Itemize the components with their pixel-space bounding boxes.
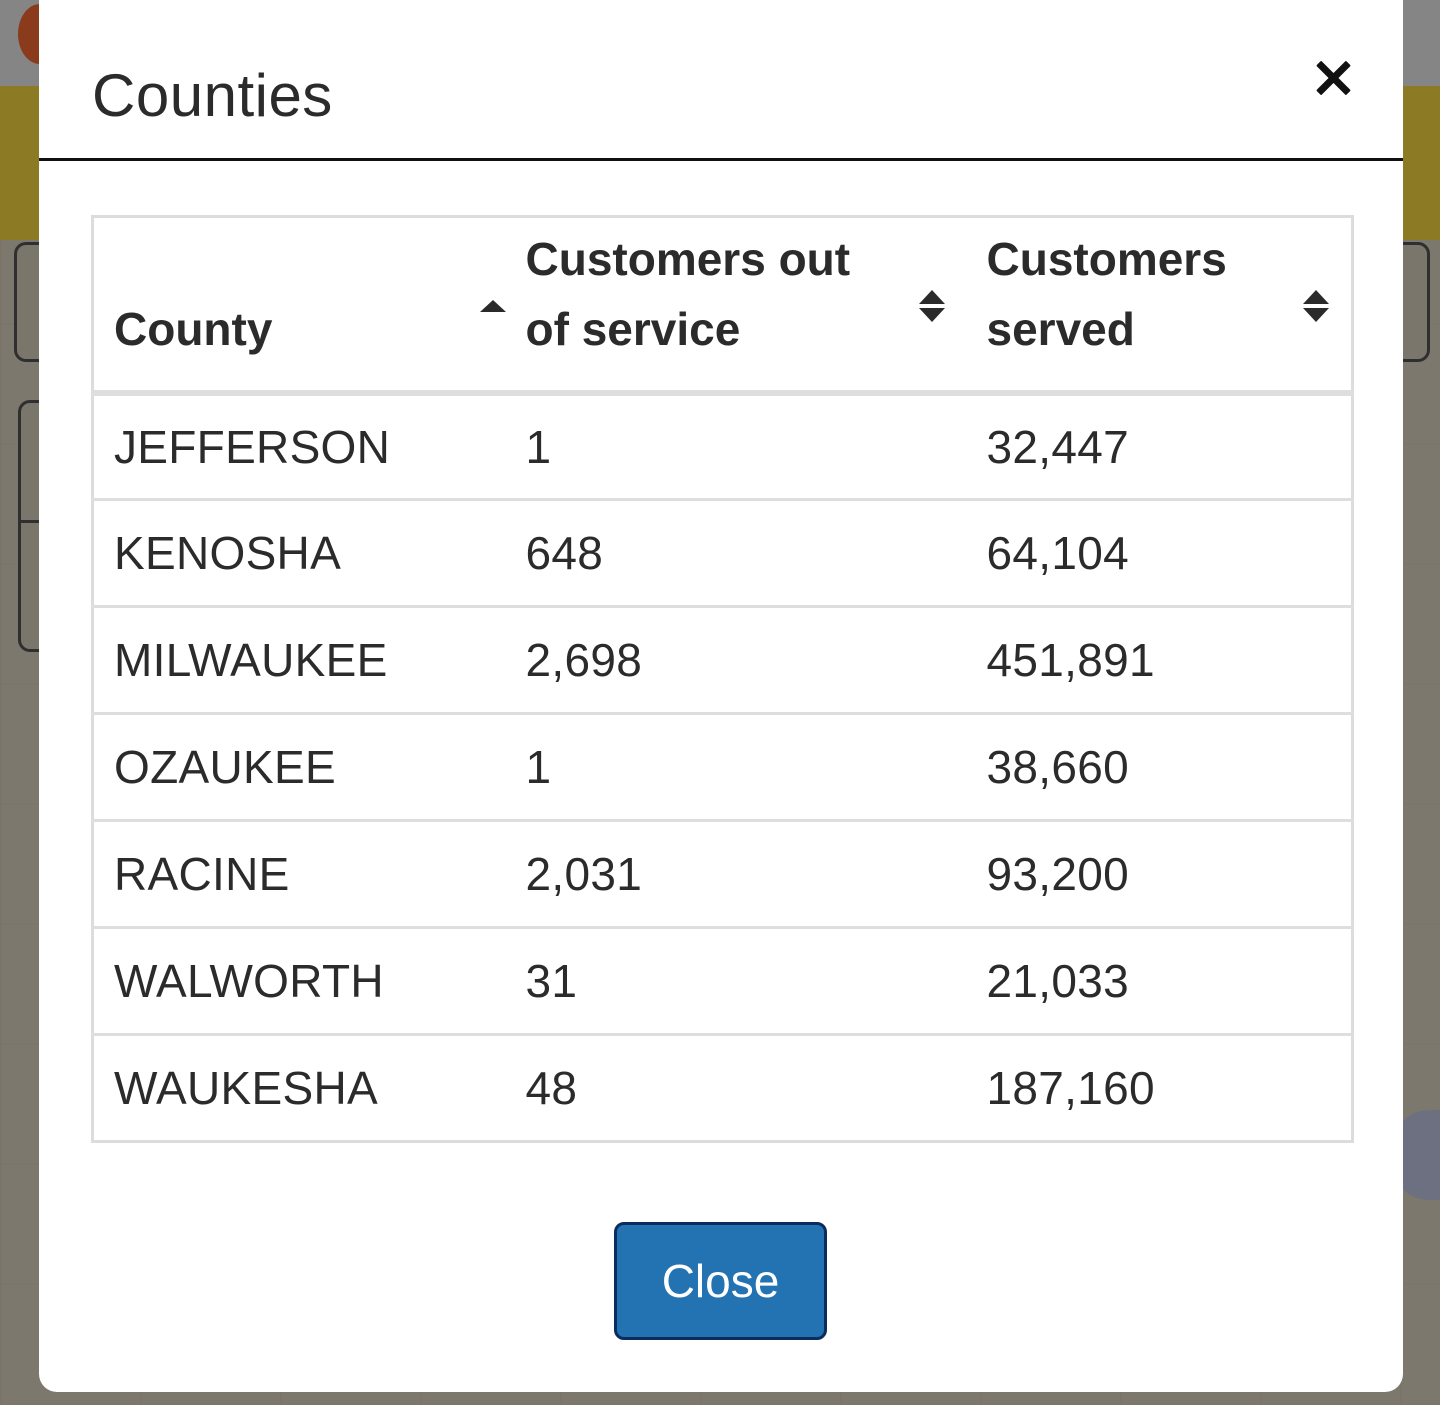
table-row: WALWORTH 31 21,033 [92, 926, 1353, 1035]
cell-county: JEFFERSON [114, 420, 391, 473]
column-header-label: County [114, 302, 273, 355]
column-header-label: Customers out of service [525, 232, 851, 355]
cell-served: 32,447 [986, 420, 1129, 473]
column-header-label: Customers served [986, 232, 1227, 355]
cell-county: WALWORTH [92, 926, 506, 1035]
counties-modal: Counties County Customers out of service… [39, 0, 1403, 1392]
cell-out-of-service: 1 [525, 420, 552, 473]
table-row: WAUKESHA 48 187,160 [92, 1033, 1353, 1142]
cell-out-of-service: 2,031 [505, 819, 967, 928]
close-icon[interactable] [1311, 56, 1355, 100]
cell-county: OZAUKEE [92, 712, 506, 821]
table-row: KENOSHA 648 64,104 [92, 498, 1353, 607]
column-header-county[interactable]: County [92, 216, 506, 396]
cell-out-of-service: 31 [505, 926, 967, 1035]
cell-out-of-service: 2,698 [505, 605, 967, 714]
column-header-customers-served[interactable]: Customers served [966, 216, 1353, 396]
sort-both-icon [1303, 290, 1329, 324]
sort-ascending-icon [479, 300, 506, 312]
cell-county: WAUKESHA [92, 1033, 506, 1142]
cell-county: MILWAUKEE [92, 605, 506, 714]
cell-served: 93,200 [966, 819, 1353, 928]
column-header-customers-out-of-service[interactable]: Customers out of service [505, 216, 967, 396]
sort-both-icon [918, 290, 945, 324]
cell-served: 38,660 [966, 712, 1353, 821]
modal-title: Counties [92, 62, 333, 129]
cell-out-of-service: 648 [505, 498, 967, 607]
cell-served: 187,160 [966, 1033, 1353, 1142]
table-row: MILWAUKEE 2,698 451,891 [92, 605, 1353, 714]
table-row: JEFFERSON 1 32,447 [93, 393, 1353, 500]
table-header-row: County Customers out of service Customer… [92, 216, 1353, 396]
cell-served: 21,033 [966, 926, 1353, 1035]
cell-county: KENOSHA [92, 498, 506, 607]
cell-served: 64,104 [966, 498, 1353, 607]
cell-served: 451,891 [966, 605, 1353, 714]
close-button[interactable]: Close [614, 1222, 827, 1340]
table-row: RACINE 2,031 93,200 [92, 819, 1353, 928]
modal-header: Counties [39, 0, 1403, 161]
cell-county: RACINE [92, 819, 506, 928]
cell-out-of-service: 1 [505, 712, 967, 821]
counties-table: County Customers out of service Customer… [91, 215, 1354, 1143]
counties-table-wrapper: County Customers out of service Customer… [91, 215, 1354, 1143]
table-row: OZAUKEE 1 38,660 [92, 712, 1353, 821]
cell-out-of-service: 48 [505, 1033, 967, 1142]
